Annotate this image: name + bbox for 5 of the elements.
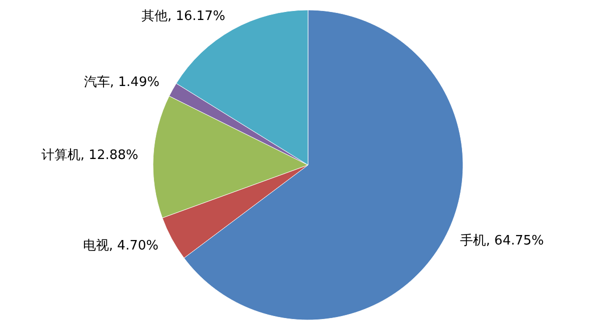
slice-label: 汽车, 1.49% — [84, 74, 160, 90]
slice-label: 手机, 64.75% — [460, 234, 544, 249]
slice-label: 其他, 16.17% — [141, 9, 226, 24]
slice-label: 计算机, 12.88% — [41, 148, 138, 163]
slice-label: 电视, 4.70% — [82, 238, 158, 254]
